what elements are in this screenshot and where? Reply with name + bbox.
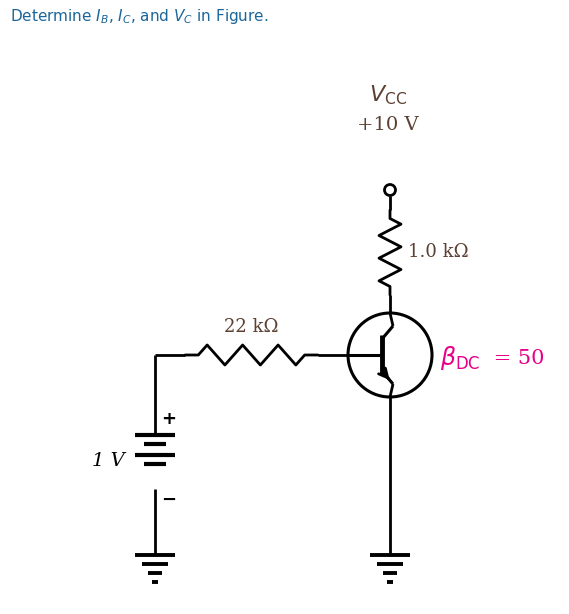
Text: $V_\mathrm{CC}$: $V_\mathrm{CC}$ [369,84,407,107]
Text: +10 V: +10 V [357,116,419,134]
Text: −: − [161,491,176,509]
Text: Determine $I_B$, $I_C$, and $V_C$ in Figure.: Determine $I_B$, $I_C$, and $V_C$ in Fig… [10,7,269,26]
Text: 1 V: 1 V [92,452,125,470]
Text: 22 kΩ: 22 kΩ [224,318,278,336]
Text: 1.0 kΩ: 1.0 kΩ [408,243,469,261]
Text: $\beta_\mathrm{DC}$: $\beta_\mathrm{DC}$ [440,344,480,372]
Text: +: + [161,410,176,428]
Text: = 50: = 50 [487,349,545,368]
